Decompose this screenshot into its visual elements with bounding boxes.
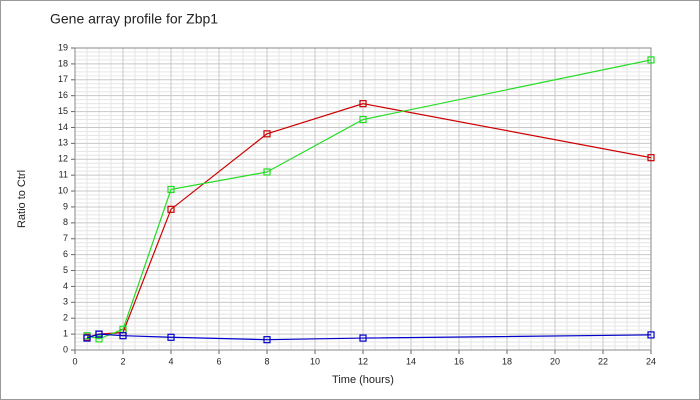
plot-border [74, 47, 652, 351]
x-tick-label: 6 [216, 356, 221, 366]
data-point [647, 154, 655, 162]
y-tick-label: 19 [58, 42, 68, 52]
y-tick-label: 15 [58, 106, 68, 116]
x-tick-label: 12 [358, 356, 368, 366]
data-point [263, 130, 271, 138]
y-tick-label: 17 [58, 74, 68, 84]
x-tick-label: 10 [310, 356, 320, 366]
y-tick-label: 2 [63, 313, 68, 323]
data-point [167, 185, 175, 194]
y-tick-label: 9 [63, 201, 68, 211]
data-point [263, 168, 271, 176]
chart-title: Gene array profile for Zbp1 [50, 11, 218, 27]
data-point [647, 56, 655, 64]
y-tick-label: 7 [63, 233, 68, 243]
x-tick-label: 20 [550, 356, 560, 366]
y-tick-label: 11 [59, 170, 68, 180]
x-tick-label: 4 [168, 356, 173, 366]
y-tick-label: 4 [63, 281, 68, 291]
x-tick-label: 0 [72, 356, 77, 366]
series-line [86, 333, 652, 341]
y-tick-label: 18 [58, 58, 68, 68]
data-point [359, 100, 367, 108]
x-tick-label: 24 [646, 356, 656, 366]
y-tick-label: 3 [63, 297, 68, 307]
data-point [263, 336, 271, 344]
x-tick-label: 18 [502, 356, 512, 366]
x-tick-label: 2 [120, 356, 125, 366]
data-point [119, 332, 127, 340]
data-point [95, 335, 103, 343]
x-tick-label: 16 [454, 356, 464, 366]
y-tick-label: 8 [63, 217, 68, 227]
data-point [167, 205, 175, 213]
data-point [359, 115, 367, 124]
data-point [647, 331, 655, 339]
y-tick-label: 16 [58, 90, 68, 100]
y-tick-label: 6 [63, 249, 68, 259]
y-tick-label: 10 [58, 185, 68, 195]
y-tick-label: 5 [63, 265, 68, 275]
y-tick-label: 13 [58, 138, 68, 148]
x-tick-label: 22 [598, 356, 608, 366]
x-tick-label: 14 [406, 356, 416, 366]
data-point [83, 334, 91, 342]
y-tick-label: 0 [63, 344, 68, 354]
x-axis-label: Time (hours) [332, 374, 394, 386]
y-tick-label: 1 [63, 328, 68, 338]
series-line [86, 59, 652, 340]
data-point [359, 334, 367, 342]
x-tick-label: 8 [264, 356, 269, 366]
y-tick-label: 14 [58, 122, 68, 132]
data-point [95, 330, 103, 338]
data-point [167, 333, 175, 341]
y-axis-label: Ratio to Ctrl [16, 170, 28, 228]
y-tick-label: 12 [58, 154, 68, 164]
